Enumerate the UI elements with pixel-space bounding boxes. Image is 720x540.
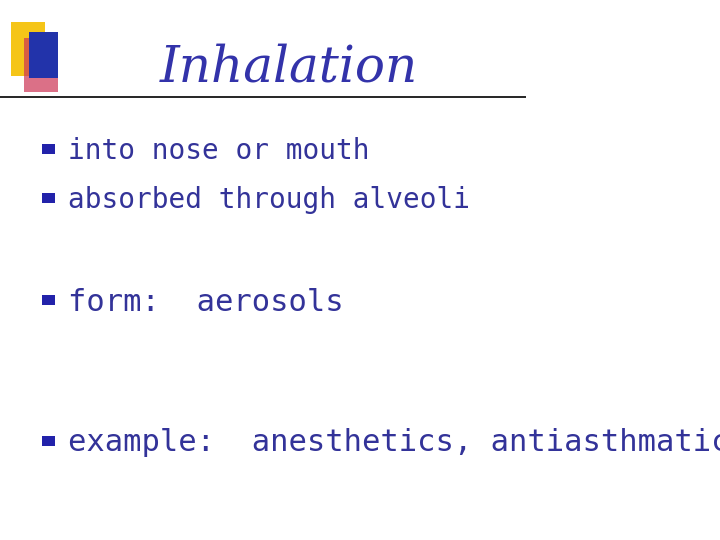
FancyBboxPatch shape [29,32,58,78]
Text: into nose or mouth: into nose or mouth [68,137,370,165]
FancyBboxPatch shape [42,436,55,446]
Text: absorbed through alveoli: absorbed through alveoli [68,186,470,214]
FancyBboxPatch shape [24,38,58,92]
FancyBboxPatch shape [42,295,55,305]
Text: example:  anesthetics, antiasthmatics: example: anesthetics, antiasthmatics [68,428,720,457]
Text: form:  aerosols: form: aerosols [68,288,344,317]
Text: Inhalation: Inhalation [160,43,418,92]
FancyBboxPatch shape [11,22,45,76]
FancyBboxPatch shape [42,144,55,154]
FancyBboxPatch shape [42,193,55,202]
